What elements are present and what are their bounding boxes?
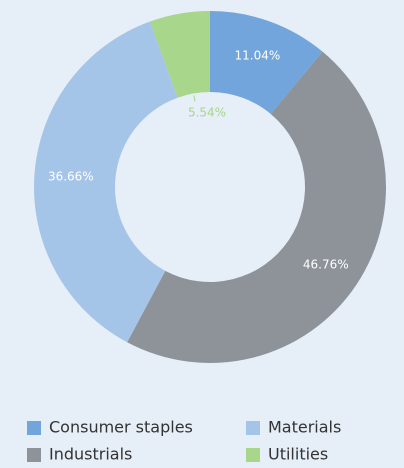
legend-label: Utilities: [268, 445, 328, 464]
legend-label: Industrials: [49, 445, 132, 464]
legend-swatch: [27, 421, 41, 435]
donut-slice: [210, 11, 323, 114]
legend-swatch: [27, 448, 41, 462]
legend-swatch: [246, 421, 260, 435]
donut-slice: [149, 11, 210, 98]
legend-swatch: [246, 448, 260, 462]
data-label: 5.54%: [188, 106, 226, 120]
leader-line: [193, 95, 196, 102]
data-label: 46.76%: [303, 257, 349, 271]
donut-slice: [127, 51, 386, 363]
data-label: 11.04%: [235, 48, 281, 62]
legend-label: Consumer staples: [49, 418, 193, 437]
legend-label: Materials: [268, 418, 341, 437]
donut-slice: [34, 21, 178, 343]
data-label: 36.66%: [48, 170, 94, 184]
